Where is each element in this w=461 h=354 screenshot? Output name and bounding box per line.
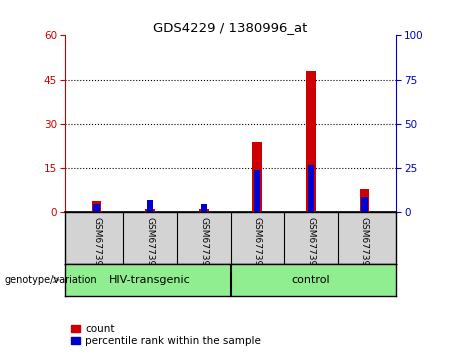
Title: GDS4229 / 1380996_at: GDS4229 / 1380996_at xyxy=(154,21,307,34)
Text: HIV-transgenic: HIV-transgenic xyxy=(109,275,191,285)
Bar xyxy=(147,200,154,212)
Text: GSM677390: GSM677390 xyxy=(92,217,101,272)
Bar xyxy=(361,198,367,212)
Bar xyxy=(92,201,101,212)
Bar xyxy=(306,71,316,212)
Text: GSM677395: GSM677395 xyxy=(360,217,369,272)
Text: percentile rank within the sample: percentile rank within the sample xyxy=(85,336,261,346)
Text: GSM677391: GSM677391 xyxy=(146,217,155,272)
Text: control: control xyxy=(291,275,330,285)
Text: genotype/variation: genotype/variation xyxy=(5,275,97,285)
Bar xyxy=(360,189,369,212)
Bar xyxy=(71,337,80,344)
Text: count: count xyxy=(85,324,115,333)
Bar xyxy=(254,170,260,212)
Bar xyxy=(71,325,80,332)
Bar xyxy=(199,210,208,212)
Text: GSM677394: GSM677394 xyxy=(306,217,315,272)
Bar xyxy=(307,165,314,212)
Bar xyxy=(145,210,155,212)
Bar xyxy=(94,204,100,212)
Bar xyxy=(253,142,262,212)
Bar xyxy=(201,204,207,212)
Text: GSM677393: GSM677393 xyxy=(253,217,262,272)
Text: GSM677392: GSM677392 xyxy=(199,217,208,272)
